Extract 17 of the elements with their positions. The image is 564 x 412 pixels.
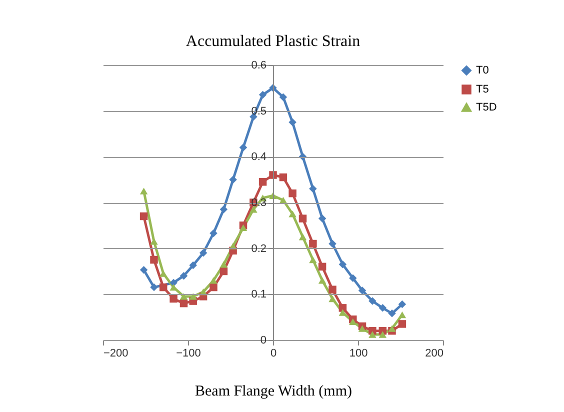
y-tick-label: 0.2 xyxy=(251,242,266,255)
legend-label: T0 xyxy=(476,64,489,76)
y-tick-label: 0 xyxy=(260,334,266,346)
x-tick-label: 200 xyxy=(425,348,444,360)
legend-label: T5 xyxy=(476,84,489,96)
chart-title: Accumulated Plastic Strain xyxy=(186,33,360,50)
x-tick-label: −100 xyxy=(176,348,201,360)
x-tick-label: 0 xyxy=(270,348,277,360)
y-tick-label: 0.5 xyxy=(251,105,266,118)
x-tick-label: 100 xyxy=(349,348,368,360)
legend-label: T5D xyxy=(476,102,497,114)
y-tick-label: 0.3 xyxy=(251,197,266,209)
y-tick-label: 0.1 xyxy=(251,288,266,301)
x-tick-label: −200 xyxy=(104,348,128,360)
y-tick-label: 0.4 xyxy=(251,151,266,164)
x-axis-title: Beam Flange Width (mm) xyxy=(194,384,352,400)
y-tick-label: 0.6 xyxy=(251,60,266,72)
